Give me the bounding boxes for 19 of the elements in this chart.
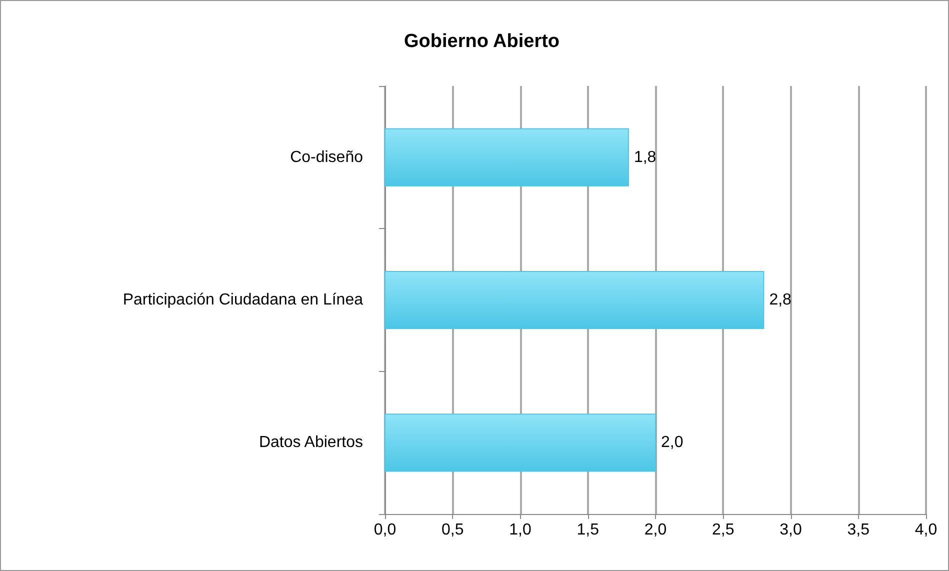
chart-title: Gobierno Abierto xyxy=(404,31,560,52)
x-tick-label: 3,0 xyxy=(780,522,802,538)
bar xyxy=(384,270,764,330)
y-tick-label: Datos Abiertos xyxy=(258,434,363,452)
x-tick-label: 2,5 xyxy=(712,522,734,538)
x-tick-label: 0,0 xyxy=(374,522,396,538)
x-tick-label: 1,0 xyxy=(509,522,532,538)
data-label: 2,8 xyxy=(769,292,792,308)
x-tick-label: 2,0 xyxy=(644,522,667,538)
data-label: 1,8 xyxy=(634,148,656,166)
x-tick-label: 1,5 xyxy=(576,522,600,538)
data-label: 2,0 xyxy=(661,434,684,452)
bar xyxy=(384,414,656,472)
y-tick-label: Participación Ciudadana en Línea xyxy=(122,292,364,308)
x-tick-label: 4,0 xyxy=(914,522,938,538)
y-tick-label: Co-diseño xyxy=(290,148,364,166)
x-tick-label: 3,5 xyxy=(847,522,870,538)
x-tick-label: 0,5 xyxy=(442,522,464,538)
bar xyxy=(384,128,629,186)
